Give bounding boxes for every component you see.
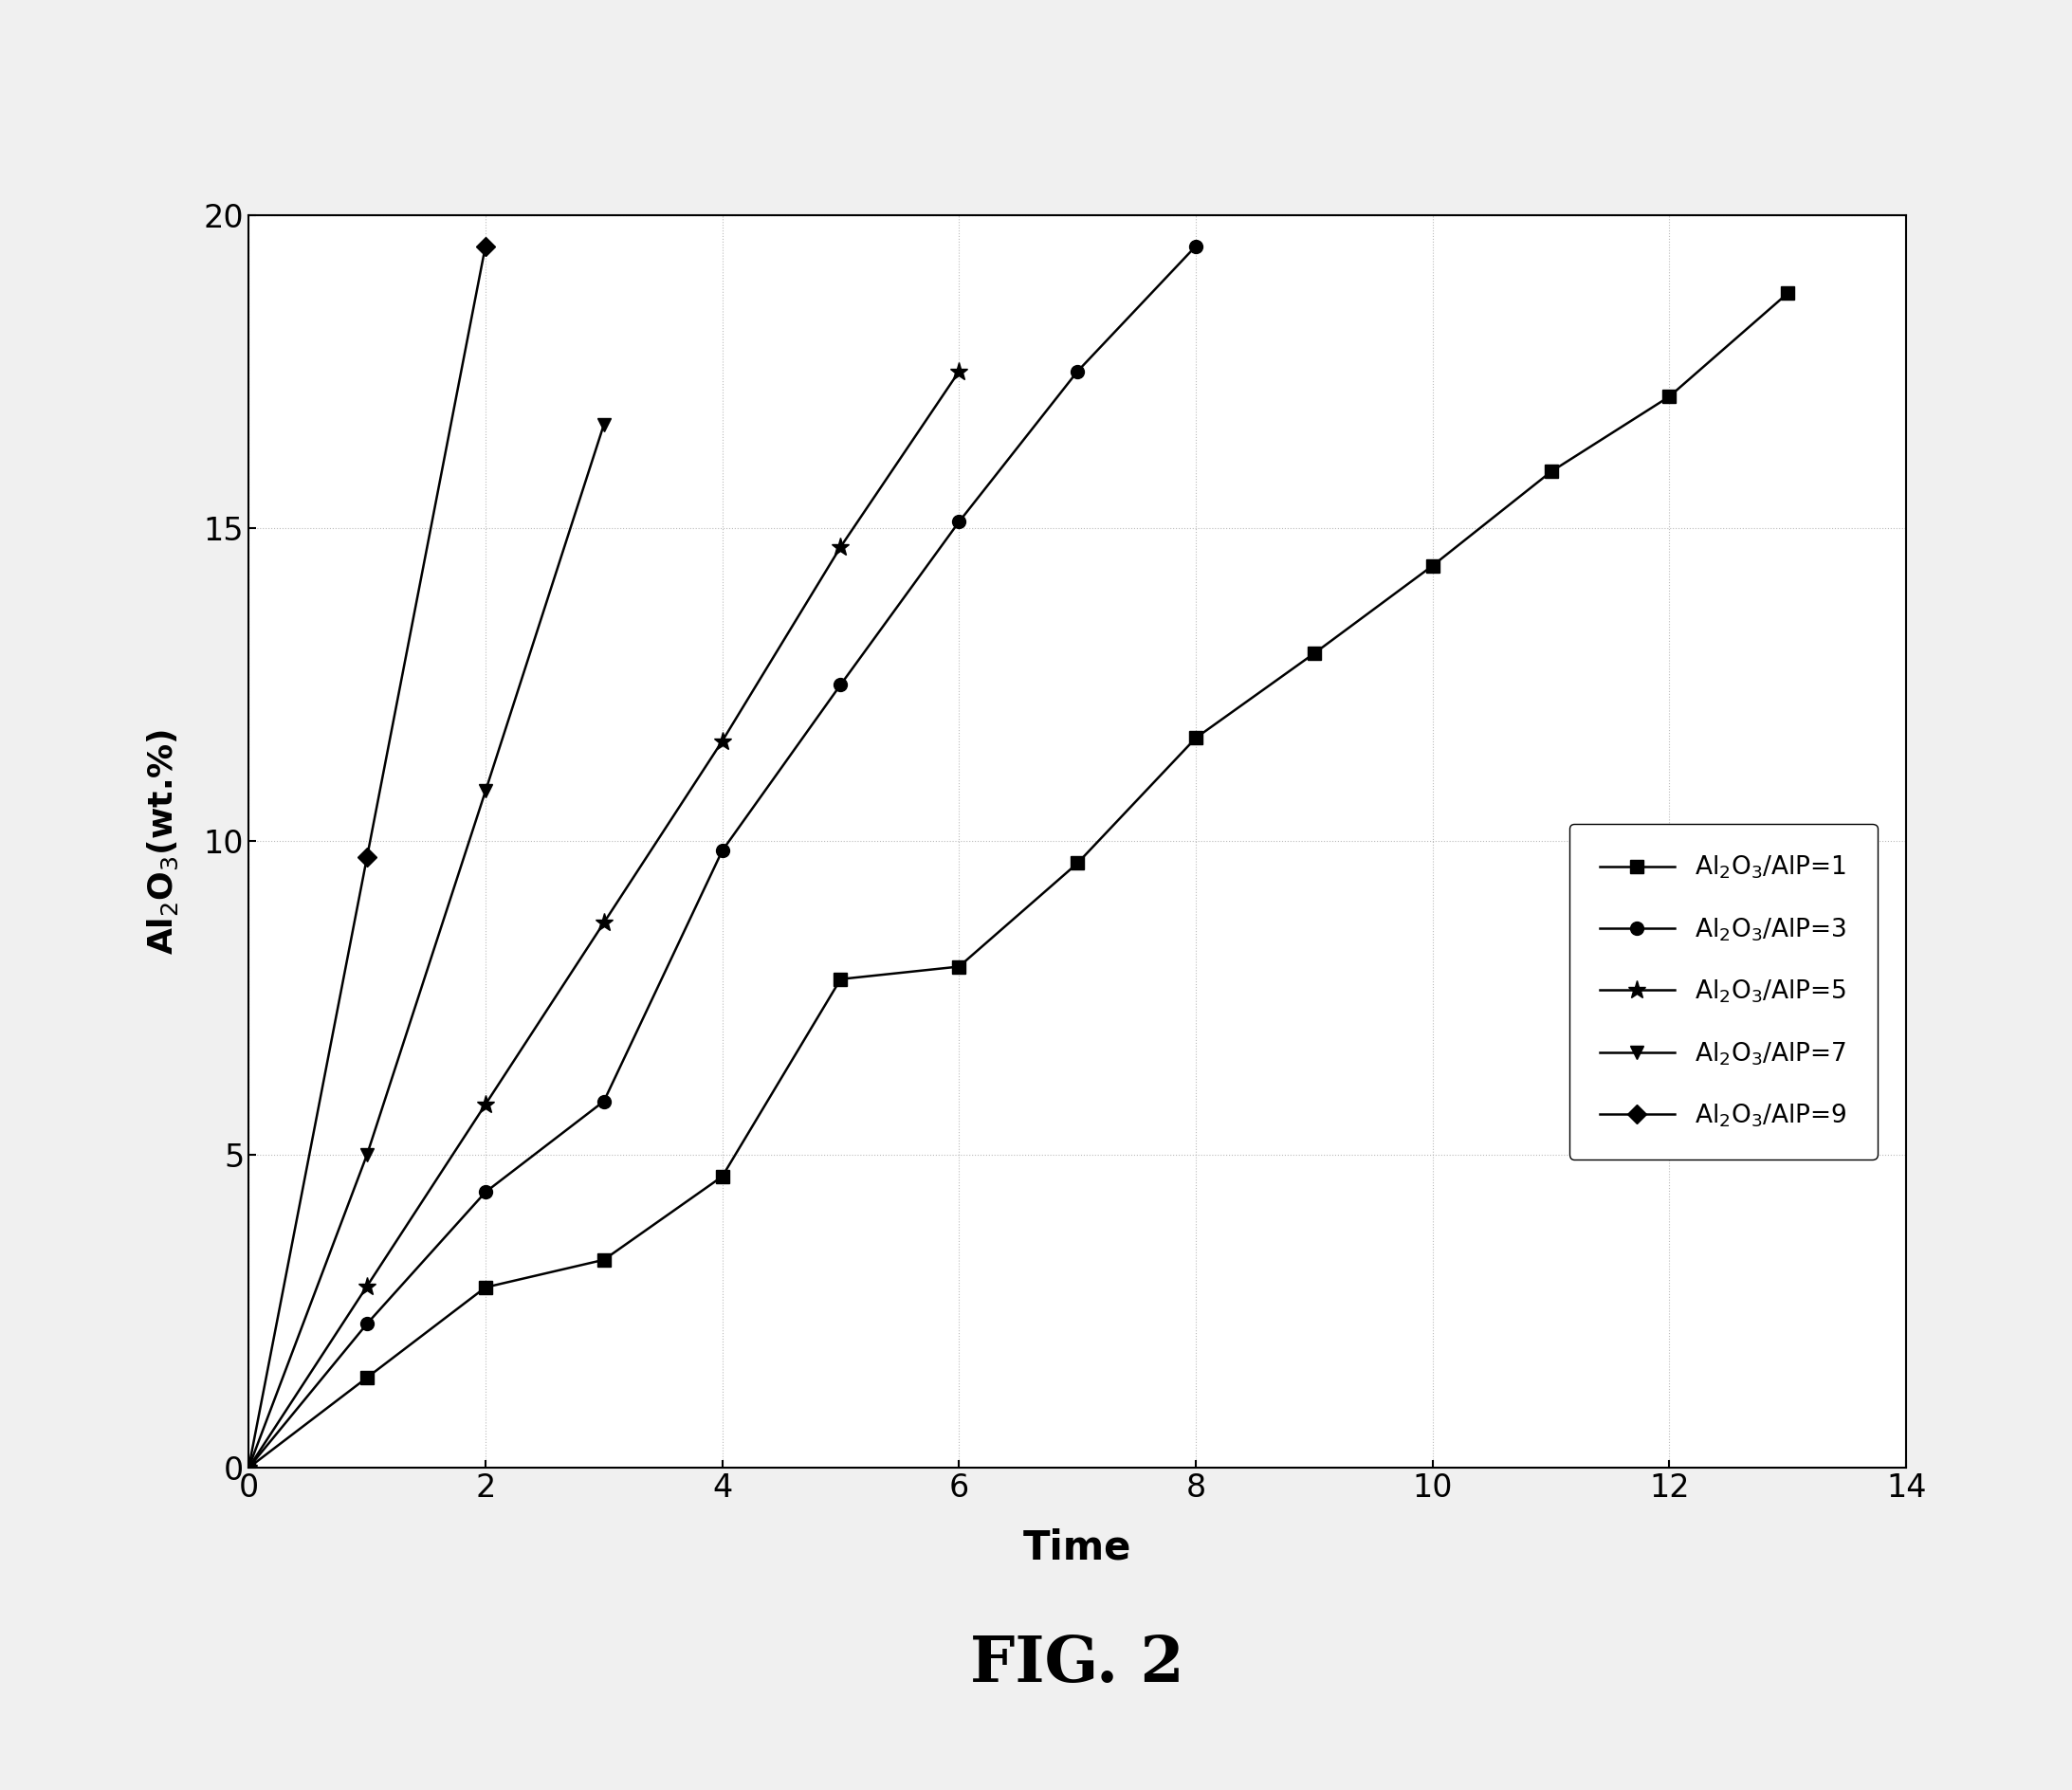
Al$_2$O$_3$/AlP=5 <box>711 730 736 752</box>
Legend: Al$_2$O$_3$/AlP=1, Al$_2$O$_3$/AlP=3, Al$_2$O$_3$/AlP=5, Al$_2$O$_3$/AlP=7, Al$_: Al$_2$O$_3$/AlP=1, Al$_2$O$_3$/AlP=3, Al… <box>1569 823 1877 1160</box>
Al$_2$O$_3$/AlP=1 <box>947 956 972 977</box>
Al$_2$O$_3$/AlP=1 <box>354 1368 379 1389</box>
Al$_2$O$_3$/AlP=7 <box>354 1144 379 1165</box>
Line: Al$_2$O$_3$/AlP=7: Al$_2$O$_3$/AlP=7 <box>242 419 611 1475</box>
Al$_2$O$_3$/AlP=9 <box>354 847 379 868</box>
Al$_2$O$_3$/AlP=3 <box>236 1457 261 1479</box>
Y-axis label: Al$_2$O$_3$(wt.%): Al$_2$O$_3$(wt.%) <box>145 729 180 954</box>
Al$_2$O$_3$/AlP=1 <box>1658 387 1682 408</box>
Text: FIG. 2: FIG. 2 <box>970 1634 1185 1695</box>
Al$_2$O$_3$/AlP=3 <box>829 675 854 696</box>
Al$_2$O$_3$/AlP=1 <box>236 1457 261 1479</box>
Al$_2$O$_3$/AlP=1 <box>1419 555 1444 576</box>
Al$_2$O$_3$/AlP=3 <box>711 840 736 861</box>
Line: Al$_2$O$_3$/AlP=5: Al$_2$O$_3$/AlP=5 <box>240 362 968 1477</box>
Al$_2$O$_3$/AlP=3 <box>472 1181 497 1203</box>
Al$_2$O$_3$/AlP=9 <box>472 236 497 258</box>
Al$_2$O$_3$/AlP=7 <box>591 413 615 435</box>
Al$_2$O$_3$/AlP=1 <box>472 1276 497 1298</box>
Al$_2$O$_3$/AlP=9 <box>236 1457 261 1479</box>
Line: Al$_2$O$_3$/AlP=1: Al$_2$O$_3$/AlP=1 <box>242 286 1794 1475</box>
Al$_2$O$_3$/AlP=5 <box>591 913 615 934</box>
Al$_2$O$_3$/AlP=1 <box>829 968 854 990</box>
Al$_2$O$_3$/AlP=1 <box>1776 283 1801 304</box>
Line: Al$_2$O$_3$/AlP=3: Al$_2$O$_3$/AlP=3 <box>242 240 1202 1475</box>
Al$_2$O$_3$/AlP=3 <box>354 1314 379 1335</box>
Al$_2$O$_3$/AlP=3 <box>947 512 972 533</box>
Al$_2$O$_3$/AlP=7 <box>236 1457 261 1479</box>
X-axis label: Time: Time <box>1024 1527 1131 1568</box>
Al$_2$O$_3$/AlP=1 <box>1065 852 1090 874</box>
Al$_2$O$_3$/AlP=5 <box>947 362 972 383</box>
Al$_2$O$_3$/AlP=1 <box>711 1165 736 1187</box>
Al$_2$O$_3$/AlP=5 <box>829 537 854 558</box>
Al$_2$O$_3$/AlP=5 <box>236 1457 261 1479</box>
Al$_2$O$_3$/AlP=3 <box>591 1090 615 1112</box>
Al$_2$O$_3$/AlP=3 <box>1065 362 1090 383</box>
Al$_2$O$_3$/AlP=1 <box>1539 462 1564 483</box>
Al$_2$O$_3$/AlP=1 <box>1183 727 1208 748</box>
Al$_2$O$_3$/AlP=7 <box>472 780 497 802</box>
Al$_2$O$_3$/AlP=1 <box>1301 643 1326 664</box>
Al$_2$O$_3$/AlP=5 <box>354 1274 379 1296</box>
Al$_2$O$_3$/AlP=3 <box>1183 236 1208 258</box>
Line: Al$_2$O$_3$/AlP=9: Al$_2$O$_3$/AlP=9 <box>242 240 491 1475</box>
Al$_2$O$_3$/AlP=5 <box>472 1094 497 1115</box>
Al$_2$O$_3$/AlP=1 <box>591 1249 615 1271</box>
